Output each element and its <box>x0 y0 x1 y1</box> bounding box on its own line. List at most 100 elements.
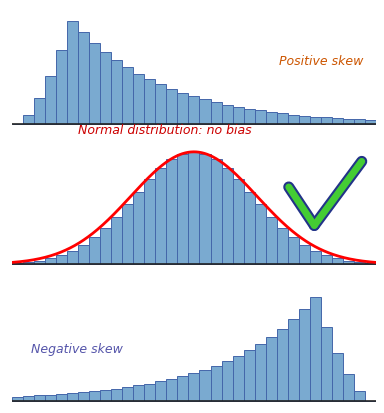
Bar <box>111 60 122 124</box>
Bar <box>144 384 155 401</box>
Bar <box>45 259 56 264</box>
Bar <box>67 251 78 264</box>
Bar <box>299 245 310 264</box>
Bar <box>255 204 266 264</box>
Bar <box>310 116 321 124</box>
Bar <box>177 154 189 264</box>
Bar <box>12 396 23 401</box>
Bar <box>34 261 45 264</box>
Bar <box>365 120 376 124</box>
Bar <box>277 228 288 264</box>
Bar <box>266 112 277 124</box>
Bar <box>34 98 45 124</box>
Bar <box>222 168 233 264</box>
Bar <box>100 390 111 401</box>
Bar <box>111 217 122 264</box>
Bar <box>133 192 144 264</box>
Bar <box>321 327 332 401</box>
Bar <box>189 152 199 264</box>
Bar <box>133 74 144 124</box>
Bar <box>233 107 244 124</box>
Bar <box>12 263 23 264</box>
Text: Negative skew: Negative skew <box>31 343 123 356</box>
Bar <box>365 263 376 264</box>
Bar <box>277 329 288 401</box>
Bar <box>244 192 255 264</box>
Bar <box>199 100 210 124</box>
Text: Normal distribution: no bias: Normal distribution: no bias <box>78 124 252 137</box>
Bar <box>56 50 67 124</box>
Bar <box>166 379 177 401</box>
Bar <box>155 84 166 124</box>
Bar <box>199 370 210 401</box>
Bar <box>332 353 343 401</box>
Bar <box>177 376 189 401</box>
Bar <box>89 43 100 124</box>
Bar <box>166 159 177 264</box>
Bar <box>45 76 56 124</box>
Bar <box>133 385 144 401</box>
Bar <box>166 89 177 124</box>
Text: Positive skew: Positive skew <box>280 55 364 68</box>
Bar <box>45 395 56 401</box>
Bar <box>277 113 288 124</box>
Bar <box>23 115 34 124</box>
Bar <box>100 52 111 124</box>
Bar <box>299 116 310 124</box>
Bar <box>266 337 277 401</box>
Bar <box>244 109 255 124</box>
Bar <box>210 102 222 124</box>
Bar <box>321 117 332 124</box>
Bar <box>189 96 199 124</box>
Bar <box>222 104 233 124</box>
Bar <box>288 237 299 264</box>
Bar <box>111 389 122 401</box>
Bar <box>210 159 222 264</box>
Bar <box>122 387 133 401</box>
Bar <box>122 67 133 124</box>
Bar <box>144 79 155 124</box>
Bar <box>78 392 89 401</box>
Bar <box>210 366 222 401</box>
Bar <box>343 375 354 401</box>
Bar <box>233 179 244 264</box>
Bar <box>332 118 343 124</box>
Bar <box>67 393 78 401</box>
Bar <box>343 119 354 124</box>
Bar <box>89 391 100 401</box>
Bar <box>144 179 155 264</box>
Bar <box>78 32 89 124</box>
Bar <box>343 261 354 264</box>
Bar <box>189 373 199 401</box>
Bar <box>23 262 34 264</box>
Bar <box>122 204 133 264</box>
Bar <box>354 119 365 124</box>
Bar <box>310 251 321 264</box>
Bar <box>222 361 233 401</box>
Bar <box>67 21 78 124</box>
Bar <box>321 255 332 264</box>
Bar <box>255 110 266 124</box>
Bar <box>34 396 45 401</box>
Bar <box>78 245 89 264</box>
Bar <box>56 394 67 401</box>
Bar <box>56 255 67 264</box>
Bar <box>310 297 321 401</box>
Bar <box>288 319 299 401</box>
Bar <box>155 168 166 264</box>
Bar <box>244 350 255 401</box>
Bar <box>299 309 310 401</box>
Bar <box>354 392 365 401</box>
Bar <box>332 259 343 264</box>
Bar <box>89 237 100 264</box>
Bar <box>177 93 189 124</box>
Bar <box>199 154 210 264</box>
Bar <box>354 262 365 264</box>
Bar <box>155 381 166 401</box>
Bar <box>233 356 244 401</box>
Bar <box>288 114 299 124</box>
Bar <box>100 228 111 264</box>
Bar <box>255 344 266 401</box>
Bar <box>266 217 277 264</box>
Bar <box>23 396 34 401</box>
